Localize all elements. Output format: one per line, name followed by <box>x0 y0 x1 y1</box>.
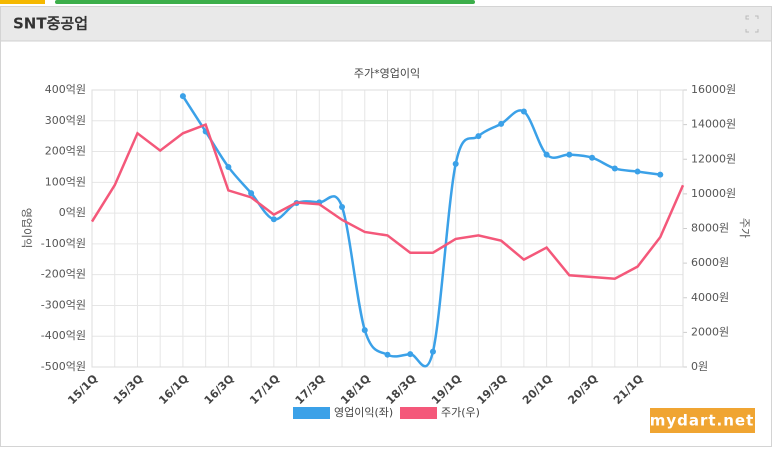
data-point <box>225 163 232 170</box>
y-tick-label: 100억원 <box>45 175 86 188</box>
data-point <box>498 120 505 127</box>
y-tick-label: 0억원 <box>59 206 86 219</box>
series-line <box>181 95 661 368</box>
y2-tick-label: 14000원 <box>691 118 736 131</box>
data-point <box>634 168 641 175</box>
tab-accent <box>55 0 475 4</box>
y2-tick-label: 16000원 <box>691 83 736 96</box>
y-tick-label: 300억원 <box>45 114 86 127</box>
y-axis-title: 영업이익 <box>20 208 33 248</box>
chart-title: 주가*영업이익 <box>354 67 420 80</box>
tab-accent <box>0 0 45 4</box>
data-point <box>339 203 346 210</box>
legend-swatch <box>400 407 437 419</box>
data-point <box>657 171 664 178</box>
plot-border <box>91 89 684 368</box>
data-point <box>179 93 186 100</box>
expand-icon[interactable] <box>745 15 759 33</box>
y2-tick-label: 10000원 <box>691 187 736 200</box>
data-point <box>611 165 618 172</box>
y-tick-label: -500억원 <box>41 360 86 373</box>
data-point <box>520 108 527 115</box>
y2-tick-label: 0원 <box>691 360 708 373</box>
y-tick-label: -100억원 <box>41 237 86 250</box>
data-point <box>407 351 414 358</box>
data-point <box>475 133 482 140</box>
data-point <box>429 348 436 355</box>
data-point <box>384 351 391 358</box>
legend-label: 주가(우) <box>441 406 480 419</box>
watermark: mydart.net <box>650 412 755 430</box>
data-point <box>270 216 277 223</box>
y2-tick-label: 6000원 <box>691 256 729 269</box>
data-point <box>589 154 596 161</box>
y-tick-label: 400억원 <box>45 83 86 96</box>
legend-swatch <box>293 407 330 419</box>
data-point <box>566 151 573 158</box>
y2-axis-title: 주가 <box>738 218 751 238</box>
data-point <box>248 190 255 197</box>
y-tick-label: 200억원 <box>45 145 86 158</box>
data-point <box>361 327 368 334</box>
legend-label: 영업이익(좌) <box>334 406 393 419</box>
card-header <box>1 7 771 41</box>
data-point <box>452 160 459 167</box>
card <box>0 6 772 447</box>
y-tick-label: -400억원 <box>41 329 86 342</box>
y2-tick-label: 8000원 <box>691 222 729 235</box>
y-tick-label: -200억원 <box>41 268 86 281</box>
data-point <box>543 151 550 158</box>
card-title: SNT중공업 <box>13 15 88 33</box>
y2-tick-label: 4000원 <box>691 291 729 304</box>
watermark-box <box>650 408 755 433</box>
series-line <box>90 122 685 280</box>
y-tick-label: -300억원 <box>41 298 86 311</box>
y2-tick-label: 12000원 <box>691 152 736 165</box>
y2-tick-label: 2000원 <box>691 325 729 338</box>
